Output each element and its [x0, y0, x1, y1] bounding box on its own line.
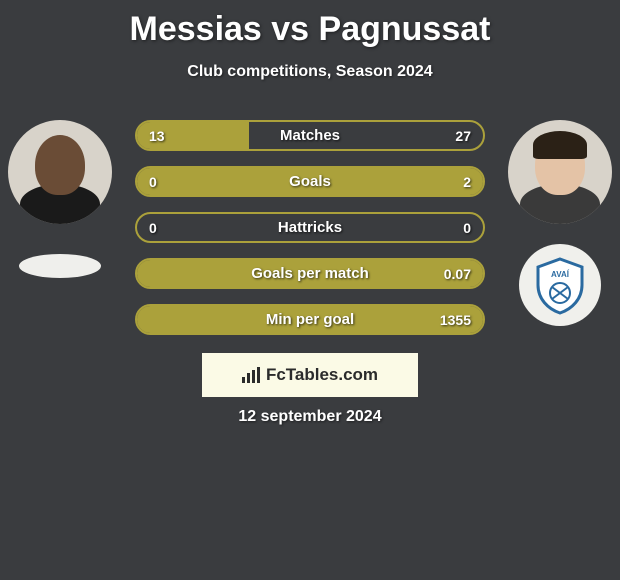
stat-label: Min per goal	[137, 306, 483, 333]
stat-label: Goals	[137, 168, 483, 195]
stat-row-matches: 13 Matches 27	[135, 120, 485, 151]
page-title: Messias vs Pagnussat	[0, 0, 620, 49]
stat-row-goals: 0 Goals 2	[135, 166, 485, 197]
avatar-right	[508, 120, 612, 224]
svg-text:AVAÍ: AVAÍ	[551, 270, 570, 279]
stat-value-right: 2	[463, 168, 471, 195]
brand-label: FcTables.com	[242, 365, 378, 385]
brand-box: FcTables.com	[202, 353, 418, 397]
stat-row-hattricks: 0 Hattricks 0	[135, 212, 485, 243]
player-left-figure	[20, 129, 100, 224]
club-crest-left-placeholder	[19, 254, 101, 278]
stat-value-right: 0	[463, 214, 471, 241]
shield-icon: AVAÍ	[530, 255, 590, 315]
stat-label: Goals per match	[137, 260, 483, 287]
stats-bars: 13 Matches 27 0 Goals 2 0 Hattricks 0 Go…	[135, 120, 485, 335]
date-line: 12 september 2024	[0, 408, 620, 426]
club-crest-right: AVAÍ	[519, 244, 601, 326]
chart-icon	[242, 367, 262, 383]
subtitle: Club competitions, Season 2024	[0, 63, 620, 81]
player-right-figure	[520, 129, 600, 224]
stat-value-right: 27	[455, 122, 471, 149]
player-left-column	[5, 120, 115, 278]
stat-label: Hattricks	[137, 214, 483, 241]
brand-text: FcTables.com	[266, 365, 378, 385]
stat-row-min-per-goal: Min per goal 1355	[135, 304, 485, 335]
stat-label: Matches	[137, 122, 483, 149]
player-right-column: AVAÍ	[505, 120, 615, 326]
stat-value-right: 0.07	[444, 260, 471, 287]
stat-row-goals-per-match: Goals per match 0.07	[135, 258, 485, 289]
stat-value-right: 1355	[440, 306, 471, 333]
avatar-left	[8, 120, 112, 224]
